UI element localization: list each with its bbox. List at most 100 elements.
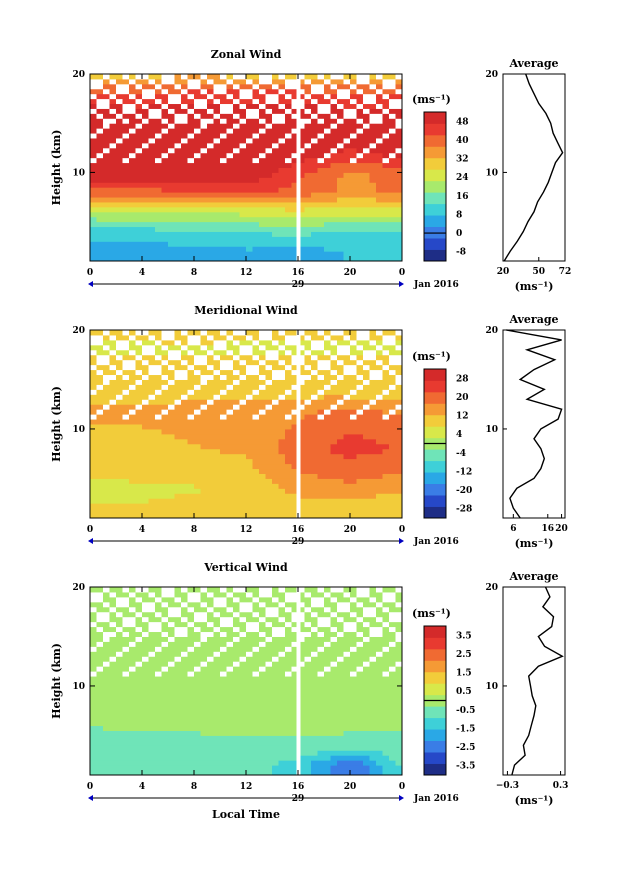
heatmap-cell bbox=[174, 384, 182, 390]
heatmap-cell bbox=[96, 468, 104, 474]
heatmap-cell bbox=[220, 409, 227, 415]
heatmap-cell bbox=[330, 118, 338, 124]
heatmap-cell bbox=[376, 354, 383, 361]
heatmap-cell bbox=[317, 98, 325, 105]
heatmap-cell bbox=[187, 211, 195, 218]
heatmap-cell bbox=[161, 443, 169, 450]
heatmap-cell bbox=[96, 216, 104, 223]
heatmap-cell bbox=[168, 745, 175, 751]
heatmap-cell bbox=[285, 364, 292, 371]
heatmap-cell bbox=[174, 246, 182, 252]
heatmap-cell bbox=[122, 448, 130, 455]
heatmap-cell bbox=[356, 187, 364, 193]
heatmap-cell bbox=[252, 760, 260, 766]
heatmap-cell bbox=[148, 137, 156, 144]
heatmap-cell bbox=[343, 197, 351, 203]
heatmap-cell bbox=[103, 448, 110, 455]
heatmap-cell bbox=[246, 621, 253, 628]
heatmap-cell bbox=[298, 468, 305, 474]
heatmap-cell bbox=[369, 473, 377, 479]
heatmap-cell bbox=[194, 211, 201, 218]
heatmap-cell bbox=[226, 103, 234, 109]
heatmap-cell bbox=[148, 246, 156, 252]
heatmap-cell bbox=[395, 339, 403, 346]
heatmap-cell bbox=[350, 443, 357, 450]
heatmap-cell bbox=[350, 162, 357, 168]
heatmap-cell bbox=[168, 498, 175, 504]
heatmap-cell bbox=[311, 414, 318, 420]
heatmap-cell bbox=[96, 334, 104, 341]
heatmap-field bbox=[90, 330, 403, 519]
heatmap-cell bbox=[252, 503, 260, 509]
heatmap-cell bbox=[389, 458, 396, 465]
heatmap-cell bbox=[278, 192, 286, 198]
colorbar-tick-label: -28 bbox=[456, 505, 472, 515]
heatmap-cell bbox=[181, 339, 188, 346]
heatmap-cell bbox=[272, 448, 279, 455]
heatmap-cell bbox=[304, 118, 312, 124]
heatmap-cell bbox=[285, 503, 292, 509]
heatmap-cell bbox=[337, 419, 344, 425]
heatmap-cell bbox=[395, 468, 403, 474]
colorbar-swatch bbox=[424, 495, 446, 507]
heatmap-cell bbox=[376, 330, 383, 336]
heatmap-cell bbox=[174, 591, 182, 598]
heatmap-cell bbox=[213, 641, 221, 647]
heatmap-cell bbox=[311, 339, 318, 346]
heatmap-cell bbox=[181, 246, 188, 252]
heatmap-cell bbox=[142, 128, 149, 134]
heatmap-cell bbox=[90, 458, 97, 465]
heatmap-cell bbox=[356, 88, 364, 95]
heatmap-cell bbox=[382, 364, 390, 371]
heatmap-cell bbox=[148, 74, 156, 80]
x-tick-label: 16 bbox=[292, 268, 305, 278]
heatmap-cell bbox=[103, 651, 110, 657]
heatmap-cell bbox=[200, 755, 208, 761]
heatmap-cell bbox=[343, 201, 351, 208]
heatmap-cell bbox=[395, 453, 403, 460]
heatmap-cell bbox=[207, 206, 214, 213]
heatmap-cell bbox=[363, 443, 370, 450]
heatmap-cell bbox=[330, 74, 338, 80]
heatmap-cell bbox=[382, 488, 390, 494]
heatmap-cell bbox=[246, 404, 253, 410]
heatmap-cell bbox=[161, 384, 169, 390]
heatmap-cell bbox=[194, 142, 201, 149]
heatmap-cell bbox=[330, 226, 338, 232]
heatmap-cell bbox=[148, 201, 156, 208]
heatmap-cell bbox=[194, 765, 201, 771]
heatmap-cell bbox=[122, 695, 130, 702]
heatmap-cell bbox=[291, 187, 299, 193]
heatmap-cell bbox=[343, 483, 351, 489]
heatmap-cell bbox=[317, 394, 325, 400]
heatmap-cell bbox=[330, 419, 338, 425]
heatmap-cell bbox=[272, 428, 279, 435]
heatmap-cell bbox=[272, 666, 279, 672]
heatmap-cell bbox=[174, 760, 182, 766]
heatmap-cell bbox=[395, 128, 403, 134]
heatmap-cell bbox=[109, 750, 117, 756]
heatmap-cell bbox=[376, 334, 383, 341]
heatmap-cell bbox=[389, 344, 396, 351]
heatmap-cell bbox=[213, 508, 221, 514]
heatmap-cell bbox=[265, 349, 273, 356]
heatmap-cell bbox=[356, 404, 364, 410]
heatmap-cell bbox=[265, 710, 273, 717]
heatmap-cell bbox=[187, 172, 195, 178]
heatmap-cell bbox=[246, 740, 253, 746]
heatmap-cell bbox=[168, 334, 175, 341]
heatmap-cell bbox=[239, 206, 247, 213]
heatmap-cell bbox=[337, 369, 344, 376]
heatmap-cell bbox=[168, 428, 175, 435]
heatmap-cell bbox=[187, 74, 195, 80]
heatmap-cell bbox=[135, 369, 143, 376]
heatmap-cell bbox=[317, 389, 325, 395]
heatmap-cell bbox=[304, 88, 312, 95]
heatmap-cell bbox=[285, 78, 292, 85]
heatmap-cell bbox=[278, 246, 286, 252]
heatmap-cell bbox=[272, 710, 279, 717]
heatmap-cell bbox=[278, 621, 286, 628]
heatmap-cell bbox=[356, 384, 364, 390]
heatmap-cell bbox=[350, 182, 357, 188]
heatmap-cell bbox=[382, 177, 390, 183]
